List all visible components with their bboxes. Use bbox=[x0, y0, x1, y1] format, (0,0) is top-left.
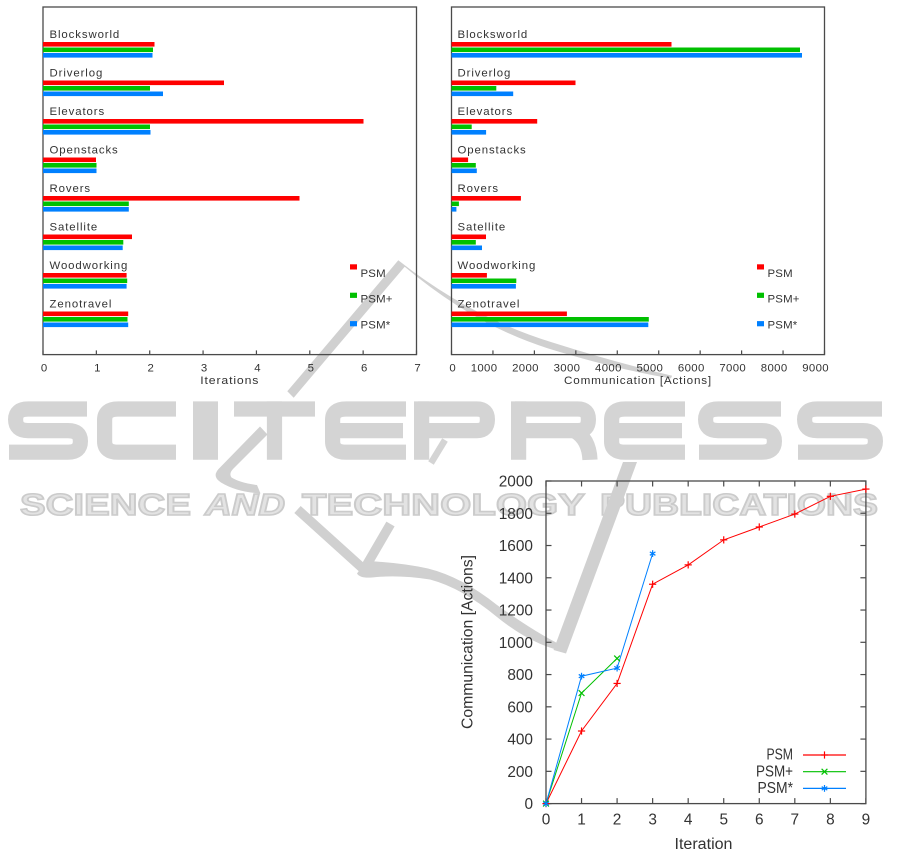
svg-text:1: 1 bbox=[94, 363, 101, 375]
svg-text:Elevators: Elevators bbox=[458, 106, 514, 118]
svg-text:3000: 3000 bbox=[554, 363, 581, 375]
svg-text:4000: 4000 bbox=[595, 363, 622, 375]
svg-text:0: 0 bbox=[449, 363, 456, 375]
svg-text:4: 4 bbox=[684, 812, 693, 829]
svg-text:6: 6 bbox=[361, 363, 368, 375]
svg-text:2: 2 bbox=[148, 363, 155, 375]
svg-text:SCIENCE: SCIENCE bbox=[20, 487, 191, 522]
svg-text:Iterations: Iterations bbox=[200, 375, 259, 387]
svg-text:Elevators: Elevators bbox=[50, 106, 106, 118]
svg-text:4: 4 bbox=[254, 363, 261, 375]
svg-text:Driverlog: Driverlog bbox=[50, 68, 104, 80]
svg-text:400: 400 bbox=[507, 732, 533, 749]
svg-text:600: 600 bbox=[507, 699, 533, 716]
svg-text:3: 3 bbox=[201, 363, 208, 375]
svg-text:TECHNOLOGY: TECHNOLOGY bbox=[302, 487, 585, 522]
svg-text:5: 5 bbox=[308, 363, 315, 375]
svg-text:5000: 5000 bbox=[636, 363, 663, 375]
svg-text:7: 7 bbox=[414, 363, 421, 375]
svg-text:9000: 9000 bbox=[802, 363, 829, 375]
svg-text:PSM+: PSM+ bbox=[768, 294, 800, 306]
svg-text:Zenotravel: Zenotravel bbox=[50, 299, 113, 311]
svg-text:Iteration: Iteration bbox=[675, 836, 733, 853]
svg-text:200: 200 bbox=[507, 764, 533, 781]
svg-text:Blocksworld: Blocksworld bbox=[458, 29, 529, 41]
svg-text:Woodworking: Woodworking bbox=[458, 260, 537, 272]
svg-text:2: 2 bbox=[613, 812, 622, 829]
svg-text:1200: 1200 bbox=[499, 603, 533, 620]
svg-text:7000: 7000 bbox=[719, 363, 746, 375]
svg-text:PSM*: PSM* bbox=[758, 780, 794, 797]
svg-text:PSM*: PSM* bbox=[361, 319, 391, 331]
svg-text:8: 8 bbox=[826, 812, 835, 829]
svg-text:Openstacks: Openstacks bbox=[458, 145, 527, 157]
svg-text:Rovers: Rovers bbox=[50, 183, 91, 195]
svg-text:1: 1 bbox=[577, 812, 586, 829]
svg-text:Openstacks: Openstacks bbox=[50, 145, 119, 157]
svg-text:PSM: PSM bbox=[767, 747, 794, 764]
svg-text:Rovers: Rovers bbox=[458, 183, 499, 195]
svg-text:PSM+: PSM+ bbox=[756, 763, 793, 780]
svg-text:6: 6 bbox=[755, 812, 764, 829]
svg-text:5: 5 bbox=[719, 812, 728, 829]
svg-text:8000: 8000 bbox=[761, 363, 788, 375]
svg-text:2000: 2000 bbox=[512, 363, 539, 375]
svg-text:Driverlog: Driverlog bbox=[458, 68, 512, 80]
svg-text:Communication [Actions]: Communication [Actions] bbox=[459, 555, 476, 729]
svg-text:1600: 1600 bbox=[499, 538, 533, 555]
svg-text:6000: 6000 bbox=[678, 363, 705, 375]
svg-text:PUBLICATIONS: PUBLICATIONS bbox=[600, 487, 878, 522]
svg-text:Woodworking: Woodworking bbox=[50, 260, 129, 272]
svg-text:1400: 1400 bbox=[499, 570, 533, 587]
svg-text:1000: 1000 bbox=[499, 635, 533, 652]
svg-text:AND: AND bbox=[204, 487, 285, 522]
svg-text:PSM: PSM bbox=[768, 268, 793, 280]
svg-text:Satellite: Satellite bbox=[458, 222, 507, 234]
svg-text:Satellite: Satellite bbox=[50, 222, 99, 234]
svg-text:Zenotravel: Zenotravel bbox=[458, 299, 521, 311]
svg-text:Blocksworld: Blocksworld bbox=[50, 29, 121, 41]
svg-text:0: 0 bbox=[524, 796, 533, 813]
svg-text:PSM+: PSM+ bbox=[361, 294, 393, 306]
svg-text:9: 9 bbox=[862, 812, 871, 829]
svg-text:0: 0 bbox=[41, 363, 48, 375]
svg-text:2000: 2000 bbox=[499, 474, 533, 491]
svg-text:1800: 1800 bbox=[499, 506, 533, 523]
svg-text:1000: 1000 bbox=[471, 363, 498, 375]
svg-text:PSM*: PSM* bbox=[768, 319, 798, 331]
svg-text:Communication [Actions]: Communication [Actions] bbox=[564, 375, 712, 387]
svg-text:800: 800 bbox=[507, 667, 533, 684]
svg-text:0: 0 bbox=[542, 812, 551, 829]
svg-text:PSM: PSM bbox=[361, 268, 386, 280]
svg-text:7: 7 bbox=[791, 812, 800, 829]
svg-text:3: 3 bbox=[648, 812, 657, 829]
